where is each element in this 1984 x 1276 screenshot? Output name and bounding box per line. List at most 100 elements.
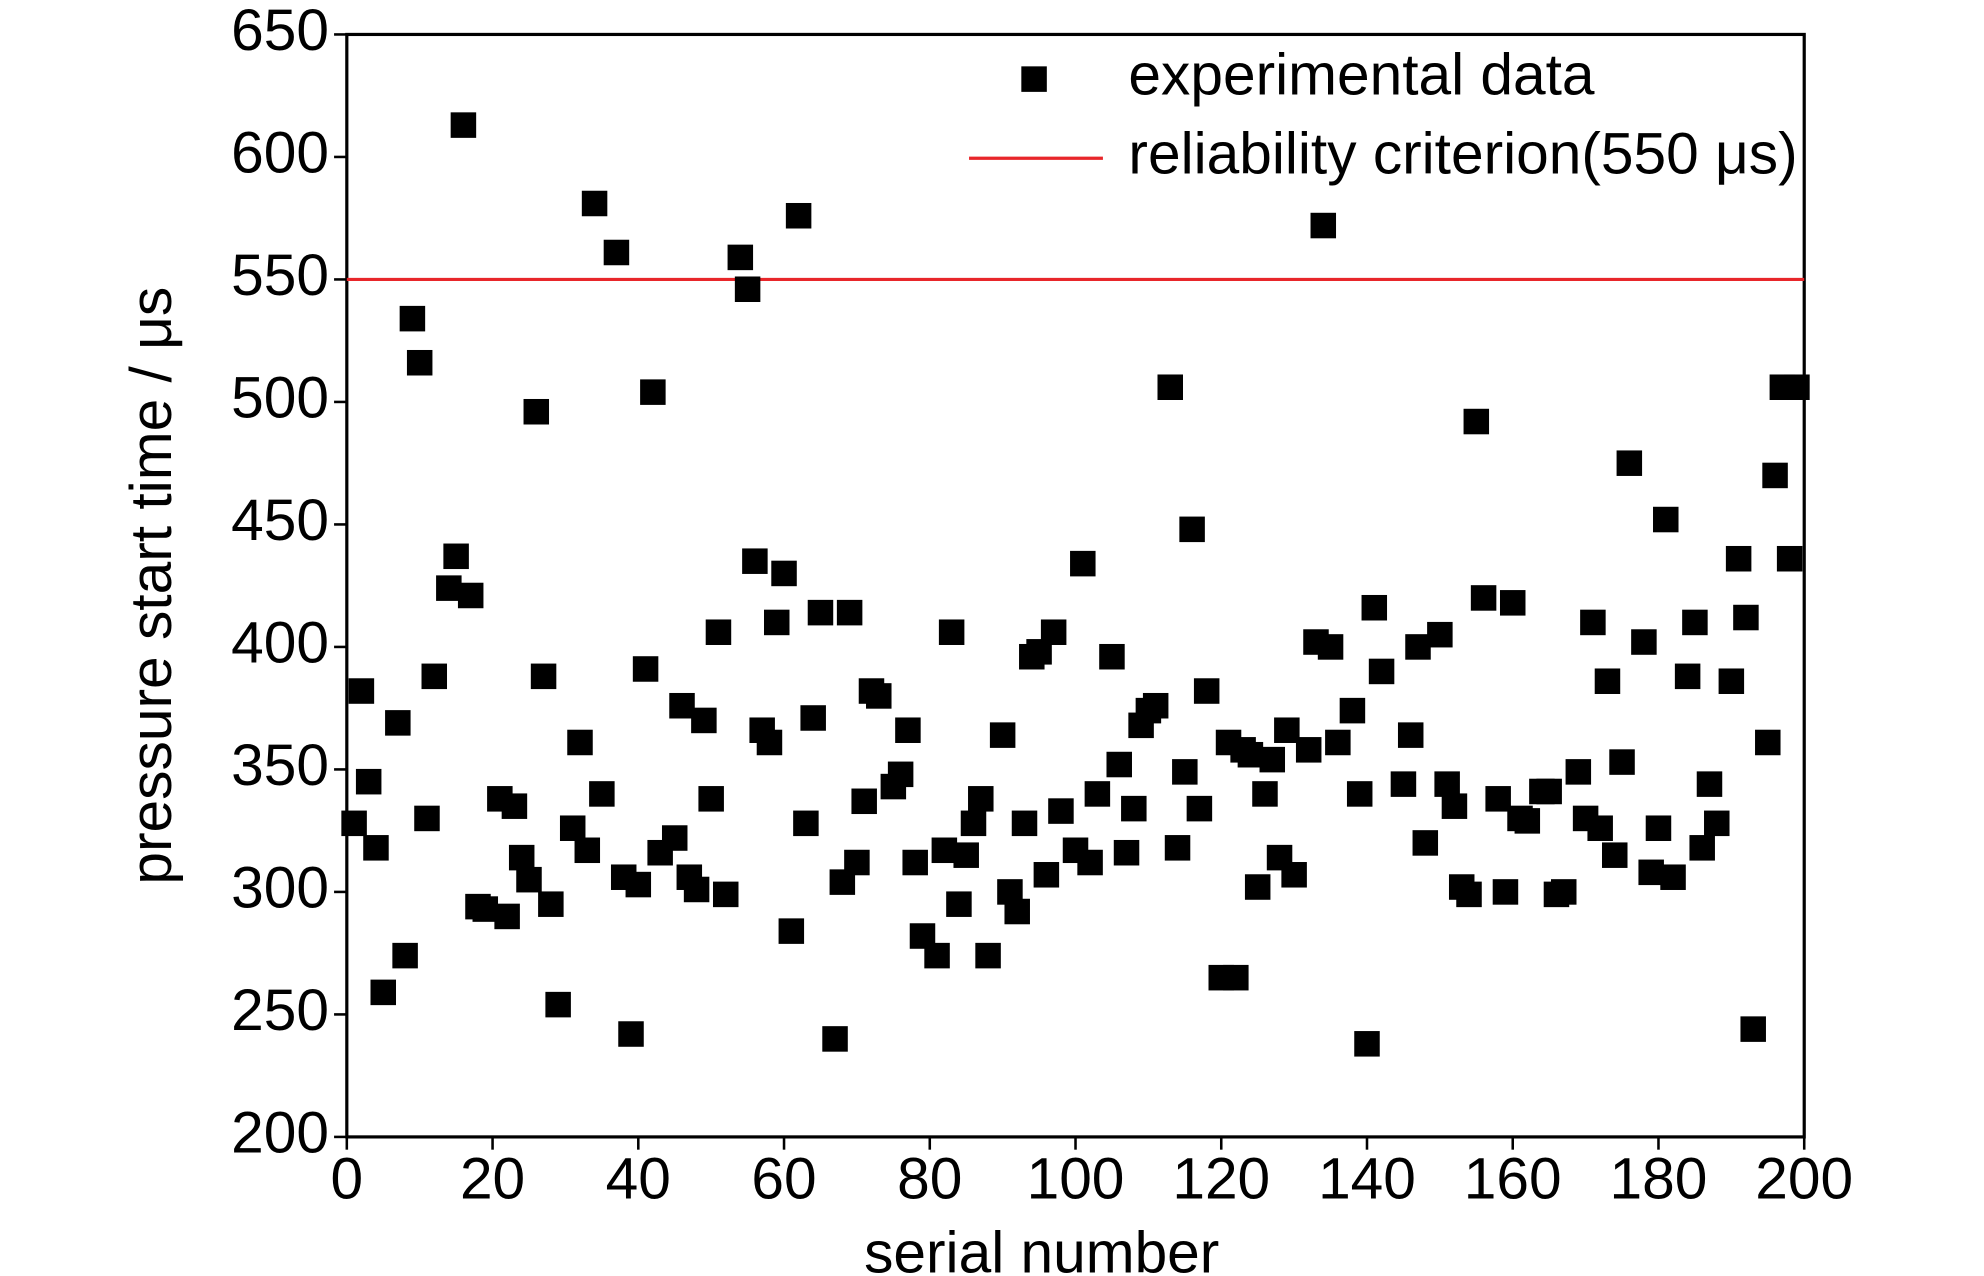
data-point (589, 781, 615, 807)
data-point (953, 842, 979, 868)
data-point (436, 575, 462, 601)
data-point (1492, 879, 1519, 905)
data-point (1616, 450, 1643, 476)
legend-label: reliability criterion(550 μs) (1128, 122, 1797, 187)
data-point (1113, 839, 1140, 866)
data-point (1594, 668, 1621, 694)
data-point (1427, 621, 1453, 648)
data-point (822, 1026, 848, 1052)
data-point (1048, 798, 1074, 824)
data-point (1776, 545, 1803, 572)
data-point (501, 793, 528, 819)
data-point (866, 683, 892, 709)
x-tick-label: 60 (751, 1146, 816, 1211)
data-point (931, 837, 958, 864)
y-tick-label: 650 (231, 0, 329, 63)
data-point (516, 866, 542, 893)
data-point (705, 619, 732, 645)
data-point (457, 582, 484, 609)
data-point (1638, 859, 1664, 886)
data-point (1696, 771, 1723, 797)
data-point (946, 891, 972, 917)
data-point (1733, 604, 1759, 631)
data-point (793, 810, 819, 837)
data-point (399, 305, 426, 332)
data-point (443, 543, 469, 570)
data-point (771, 560, 797, 587)
data-point (603, 239, 630, 266)
data-point (1339, 697, 1366, 724)
data-point (800, 705, 826, 731)
data-point (1602, 842, 1628, 868)
data-point (1718, 668, 1745, 694)
data-point (1470, 585, 1497, 611)
data-point (1645, 815, 1672, 841)
y-tick-label: 450 (231, 488, 329, 553)
data-point (581, 190, 608, 217)
data-point (1674, 663, 1701, 690)
data-point (1397, 722, 1424, 748)
data-point (1164, 835, 1191, 861)
data-point (807, 599, 834, 626)
data-point (1172, 759, 1198, 785)
data-point (341, 810, 367, 837)
y-tick-label: 550 (231, 243, 329, 308)
data-point (1325, 729, 1351, 756)
data-point (960, 810, 987, 837)
data-point (567, 729, 593, 756)
data-point (1346, 781, 1373, 807)
data-point (1295, 737, 1322, 763)
data-point (851, 788, 877, 815)
data-point (1514, 808, 1541, 834)
data-point (1762, 462, 1788, 489)
data-point (355, 768, 382, 795)
data-point (1223, 964, 1249, 991)
data-point (1725, 545, 1752, 572)
data-point (756, 729, 783, 756)
x-tick-label: 140 (1318, 1146, 1416, 1211)
data-point (1631, 629, 1657, 655)
data-point (1004, 898, 1030, 925)
legend-label: experimental data (1128, 43, 1594, 108)
data-point (1390, 771, 1417, 797)
plot-frame (345, 32, 1806, 1139)
x-tick-label: 200 (1755, 1146, 1853, 1211)
data-point (406, 349, 433, 376)
y-axis-label: pressure start time / μs (119, 287, 184, 885)
data-point (902, 849, 928, 876)
data-point (1033, 862, 1060, 888)
data-point (1368, 658, 1395, 685)
data-point (727, 244, 754, 271)
data-point (1609, 749, 1635, 775)
data-point (1121, 795, 1147, 822)
x-tick-label: 120 (1172, 1146, 1270, 1211)
data-point (698, 786, 724, 812)
data-point (414, 805, 440, 832)
data-point (1580, 609, 1606, 636)
y-tick-label: 300 (231, 855, 329, 920)
data-point (989, 722, 1016, 748)
data-point (1755, 729, 1781, 756)
data-point (1070, 550, 1096, 577)
data-point (1252, 781, 1278, 807)
data-point (523, 398, 550, 425)
data-point (1587, 815, 1613, 841)
data-point (421, 663, 448, 690)
data-point (763, 609, 790, 636)
y-tick-label: 600 (231, 120, 329, 185)
x-tick-label: 0 (331, 1146, 364, 1211)
data-point (1106, 751, 1132, 778)
data-point (1653, 506, 1679, 533)
data-point (712, 881, 739, 908)
data-point (1689, 835, 1715, 861)
data-point (1310, 212, 1337, 239)
data-point (632, 656, 659, 682)
data-point (538, 891, 564, 917)
data-point (1412, 830, 1439, 856)
data-point (895, 717, 921, 743)
data-point (661, 825, 688, 851)
y-tick-label: 500 (231, 365, 329, 430)
data-point (1405, 634, 1431, 660)
data-point (1274, 717, 1300, 743)
